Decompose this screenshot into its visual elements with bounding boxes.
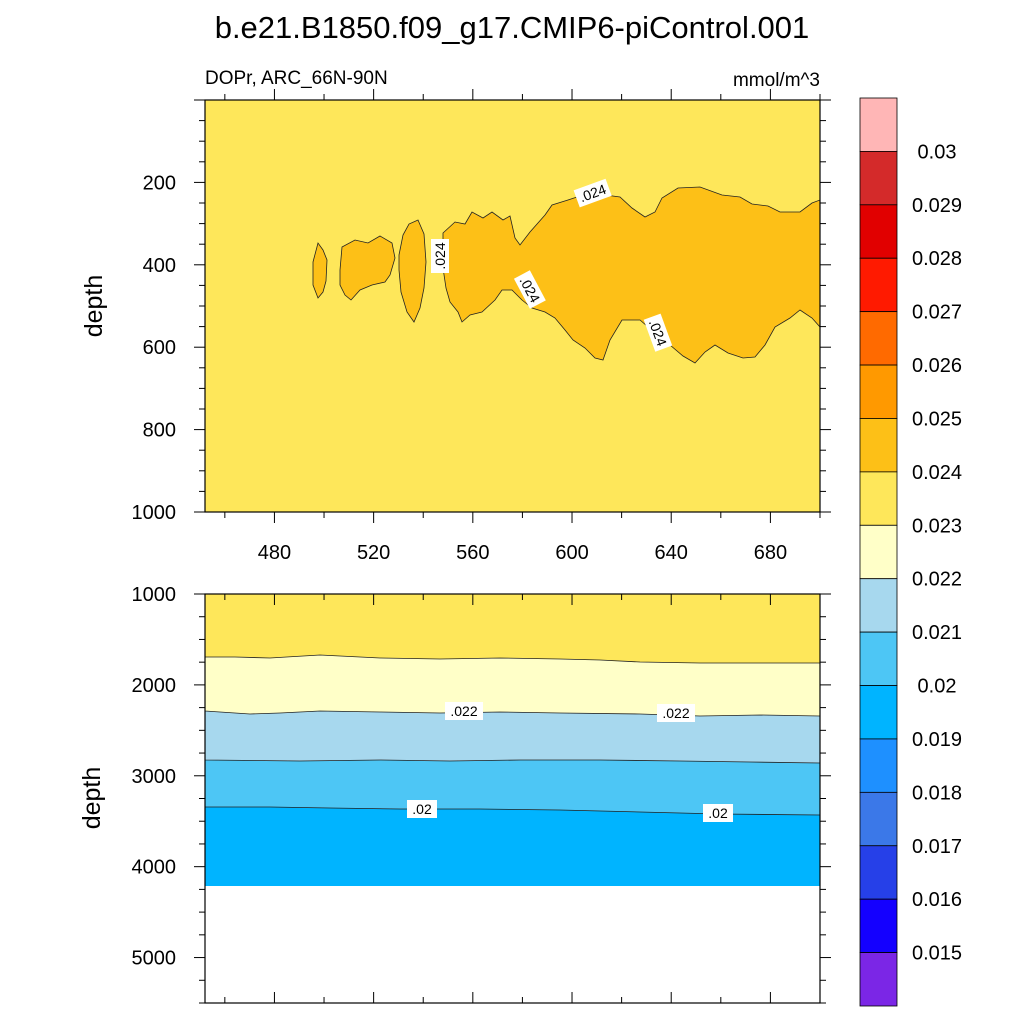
colorbar-swatch <box>859 631 898 686</box>
contour-label-text: .024 <box>432 242 448 269</box>
colorbar-label: 0.028 <box>912 248 962 270</box>
colorbar: 0.03 0.029 0.028 0.027 0.026 0.025 0.024 0.023 0… <box>859 97 962 1007</box>
contour-label-text: .022 <box>450 703 477 719</box>
bottom-axis-ticks: 1000 2000 3000 4000 5000 <box>132 584 831 1004</box>
contour-label-bottom-1: .022 <box>445 702 483 720</box>
colorbar-label: 0.019 <box>912 729 962 751</box>
colorbar-label: 0.027 <box>912 302 962 324</box>
chart-title: b.e21.B1850.f09_g17.CMIP6-piControl.001 <box>215 10 810 45</box>
x-tick-label: 520 <box>357 542 390 564</box>
colorbar-label: 0.018 <box>912 782 962 804</box>
contour-label-bottom-3: .02 <box>407 800 437 818</box>
colorbar-label: 0.03 <box>918 141 957 163</box>
colorbar-swatch <box>859 898 898 953</box>
y-tick-label: 200 <box>143 172 176 194</box>
contour-label-text: .022 <box>662 705 689 721</box>
colorbar-swatch <box>859 97 898 152</box>
colorbar-label: 0.024 <box>912 462 962 484</box>
x-tick-label: 560 <box>456 542 489 564</box>
colorbar-label: 0.026 <box>912 355 962 377</box>
contour-label-bottom-2: .022 <box>657 704 695 722</box>
colorbar-label: 0.022 <box>912 569 962 591</box>
colorbar-swatch <box>859 311 898 366</box>
y-tick-label: 800 <box>143 420 176 442</box>
y-tick-label: 5000 <box>132 948 177 970</box>
colorbar-label: 0.029 <box>912 195 962 217</box>
y-tick-label: 2000 <box>132 675 177 697</box>
bottom-y-axis-label: depth <box>78 767 106 830</box>
colorbar-swatch <box>859 952 898 1007</box>
colorbar-label: 0.015 <box>912 943 962 965</box>
contour-region-1 <box>312 242 328 299</box>
colorbar-swatch <box>859 418 898 473</box>
band-0.023-0.024 <box>205 594 820 664</box>
y-tick-label: 1000 <box>132 584 177 606</box>
contour-region-2 <box>339 235 396 301</box>
x-tick-label: 640 <box>655 542 688 564</box>
top-panel: DOPr, ARC_66N-90N mmol/m^3 depth .024 .0… <box>80 68 831 564</box>
colorbar-label: 0.025 <box>912 408 962 430</box>
colorbar-swatch <box>859 578 898 633</box>
colorbar-swatch <box>859 257 898 313</box>
y-tick-label: 1000 <box>132 502 177 524</box>
y-tick-label: 400 <box>143 255 176 277</box>
top-y-axis-label: depth <box>80 275 108 338</box>
contour-region-4 <box>442 186 820 364</box>
y-tick-label: 4000 <box>132 857 177 879</box>
top-left-label: DOPr, ARC_66N-90N <box>205 68 388 89</box>
y-tick-label: 3000 <box>132 766 177 788</box>
y-tick-label: 600 <box>143 337 176 359</box>
colorbar-label: 0.016 <box>912 889 962 911</box>
bottom-panel: depth .022 .022 .02 .02 1000 2000 3000 4000… <box>78 584 831 1004</box>
contour-label-bottom-4: .02 <box>703 804 733 822</box>
colorbar-swatch <box>859 685 898 740</box>
top-units-label: mmol/m^3 <box>733 70 820 91</box>
colorbar-swatch <box>859 845 898 900</box>
contour-region-3 <box>398 219 427 323</box>
x-tick-label: 600 <box>555 542 588 564</box>
colorbar-swatch <box>859 471 898 526</box>
contour-label-top-2: .024 <box>431 239 449 273</box>
colorbar-swatch <box>859 791 898 847</box>
colorbar-swatch <box>859 364 898 419</box>
colorbar-label: 0.017 <box>912 836 962 858</box>
colorbar-swatch <box>859 524 898 580</box>
top-axis-ticks: 480 520 560 600 640 680 200 400 600 800 1000 <box>132 89 831 564</box>
colorbar-label: 0.023 <box>912 515 962 537</box>
colorbar-swatch <box>859 738 898 793</box>
colorbar-swatch <box>859 151 898 206</box>
colorbar-label: 0.021 <box>912 622 962 644</box>
x-tick-label: 480 <box>258 542 291 564</box>
contour-label-text: .02 <box>412 801 432 817</box>
colorbar-swatch <box>859 204 898 259</box>
colorbar-label: 0.02 <box>918 676 957 698</box>
contour-label-text: .02 <box>708 805 728 821</box>
x-tick-label: 680 <box>754 542 787 564</box>
